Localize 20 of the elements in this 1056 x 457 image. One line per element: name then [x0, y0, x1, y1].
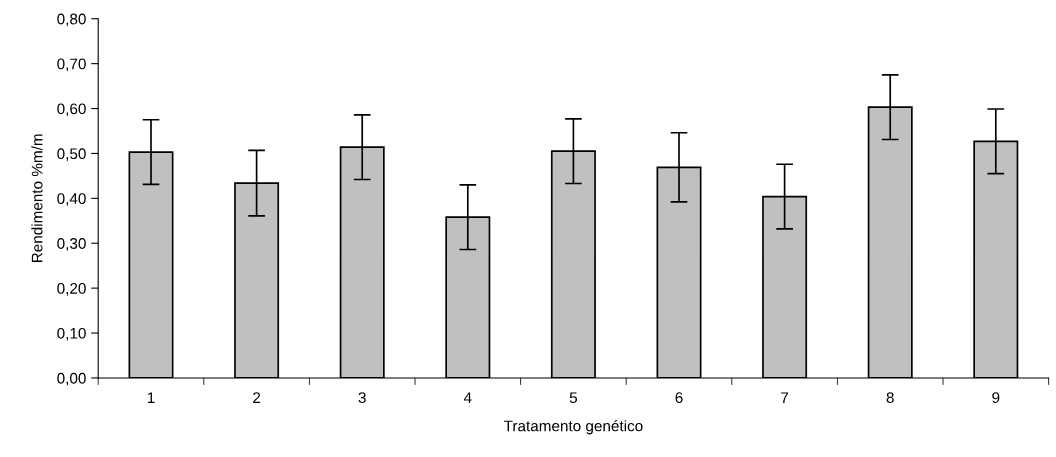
x-tick-label: 4 — [463, 392, 472, 403]
x-tick-label: 3 — [358, 392, 366, 404]
x-tick-label: 1 — [147, 392, 155, 403]
x-tick-label: 9 — [992, 392, 1000, 404]
y-tick-label: 0,00 — [57, 372, 86, 386]
x-tick-label: 5 — [569, 392, 578, 404]
y-tick-label: 0,60 — [57, 103, 86, 117]
y-tick-label: 0,10 — [57, 327, 86, 341]
y-tick-label: 0,50 — [57, 148, 86, 161]
x-tick-label: 7 — [781, 392, 789, 403]
y-axis-title: Rendimento %m/m — [31, 134, 43, 263]
x-tick-label: 6 — [675, 392, 683, 404]
x-tick-label: 2 — [253, 392, 261, 403]
x-tick-label: 8 — [886, 392, 894, 404]
y-tick-label: 0,40 — [57, 193, 86, 206]
y-tick-label: 0,20 — [57, 283, 86, 296]
y-tick-label: 0,30 — [57, 238, 86, 251]
y-tick-label: 0,80 — [57, 13, 86, 27]
x-axis-title: Tratamento genético — [503, 419, 643, 435]
y-tick-label: 0,70 — [57, 58, 86, 72]
